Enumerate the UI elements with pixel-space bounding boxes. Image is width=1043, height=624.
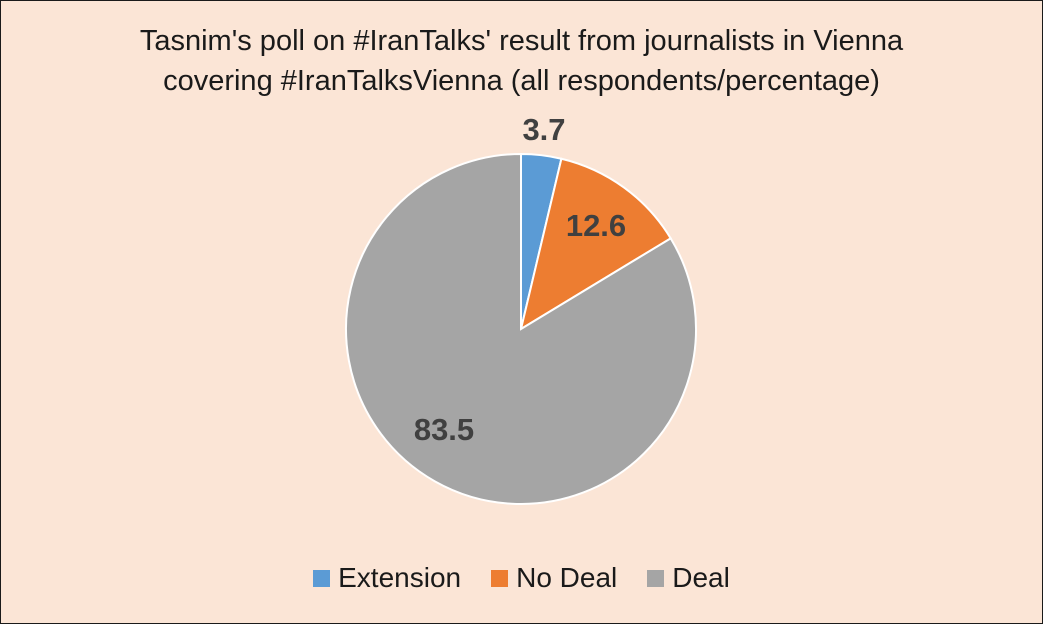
data-label-extension: 3.7 bbox=[522, 112, 565, 147]
pie-slice-deal bbox=[345, 152, 697, 505]
data-label-no-deal: 12.6 bbox=[566, 208, 626, 243]
legend-swatch-extension bbox=[313, 569, 331, 587]
data-label-deal: 83.5 bbox=[414, 412, 474, 447]
legend-item-extension: Extension bbox=[313, 562, 461, 594]
legend-swatch-deal bbox=[647, 569, 665, 587]
chart-title-line-1: Tasnim's poll on #IranTalks' result from… bbox=[139, 25, 904, 57]
legend-label-extension: Extension bbox=[338, 562, 462, 593]
legend-item-deal: Deal bbox=[647, 562, 730, 594]
pie-slice-no-deal bbox=[519, 157, 673, 332]
chart-title: Tasnim's poll on #IranTalks' result from… bbox=[1, 21, 1042, 101]
legend: Extension No Deal Deal bbox=[1, 562, 1042, 594]
chart-title-line-2: covering #IranTalksVienna (all responden… bbox=[163, 65, 880, 97]
legend-label-no-deal: No Deal bbox=[516, 562, 618, 593]
legend-item-no-deal: No Deal bbox=[491, 562, 617, 594]
legend-swatch-no-deal bbox=[491, 569, 509, 587]
legend-label-deal: Deal bbox=[672, 562, 730, 593]
